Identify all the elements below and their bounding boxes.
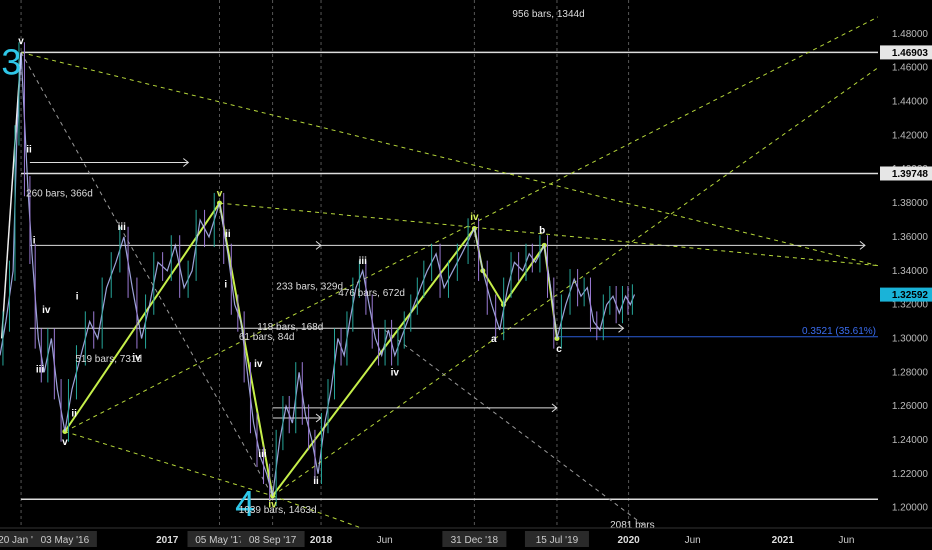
price-readout: 0.3521 (35.61%) — [802, 326, 876, 337]
wave-zigzag — [64, 200, 558, 499]
wave-label: iii — [36, 364, 45, 375]
wave-label: c — [556, 344, 562, 355]
wave-label: v — [18, 36, 24, 47]
y-tick-label: 1.38000 — [892, 198, 929, 209]
arrow-head — [551, 403, 558, 413]
price-marker-label: 1.46903 — [892, 48, 929, 59]
trend-line — [64, 16, 879, 432]
x-tick-label: 2018 — [310, 535, 333, 546]
arrow-head — [859, 240, 866, 250]
wave-degree-label: 4 — [235, 483, 255, 524]
wave-label: iii — [118, 222, 127, 233]
x-tick-label: Jun — [377, 535, 393, 546]
price-marker — [880, 166, 932, 181]
bars-annotation: 476 bars, 672d — [338, 288, 405, 299]
wave-label: i — [33, 236, 36, 247]
wave-label: iv — [42, 305, 51, 316]
wave-label: ii — [313, 476, 319, 487]
wave-label: iv — [470, 212, 479, 223]
x-tick-label: Jun — [838, 535, 854, 546]
x-tick-frame — [240, 531, 305, 547]
price-marker-label: 1.32592 — [892, 290, 929, 301]
price-marker — [880, 45, 932, 60]
x-tick-label: 2017 — [156, 535, 179, 546]
y-tick-label: 1.36000 — [892, 232, 929, 243]
wave-label: b — [539, 226, 545, 237]
price-series — [0, 42, 636, 506]
label-layer: viiiiviiiviiiiiiivviiiiviiiiviiiiviiivab… — [1, 9, 876, 531]
wave-degree-label: 3 — [1, 41, 21, 82]
bars-annotation: 956 bars, 1344d — [512, 9, 584, 20]
x-tick-label: 20 Jan '16 — [0, 535, 44, 546]
y-tick-label: 1.48000 — [892, 29, 929, 40]
wave-label: v — [217, 188, 223, 199]
price-line — [0, 52, 636, 496]
y-tick-label: 1.24000 — [892, 435, 929, 446]
projection-line — [384, 329, 648, 529]
bars-annotation: 61 bars, 84d — [239, 332, 295, 343]
wave-label: ii — [26, 144, 32, 155]
bars-annotation: 1039 bars, 1463d — [239, 505, 317, 516]
wave-label: iv — [391, 368, 400, 379]
x-tick-frame — [524, 531, 589, 547]
x-tick-label: 08 Sep '17 — [249, 535, 297, 546]
wave-label: v — [62, 437, 68, 448]
y-tick-label: 1.44000 — [892, 97, 929, 108]
bars-annotation: 233 bars, 329d — [276, 281, 343, 292]
y-tick-label: 1.22000 — [892, 469, 929, 480]
x-tick-frame — [32, 531, 97, 547]
x-tick-label: 03 May '16 — [41, 535, 90, 546]
price-marker-label: 1.39748 — [892, 169, 929, 180]
y-tick-label: 1.32000 — [892, 300, 929, 311]
wave-label: iv — [132, 352, 141, 363]
x-tick-label: 05 May '17 — [195, 535, 244, 546]
wave-label: i — [76, 292, 79, 303]
y-tick-label: 1.46000 — [892, 63, 929, 74]
y-tick-label: 1.28000 — [892, 367, 929, 378]
y-tick-label: 1.26000 — [892, 401, 929, 412]
wave-label: iii — [359, 256, 368, 267]
wave-label: ii — [225, 229, 231, 240]
x-tick-frame — [187, 531, 252, 547]
price-axis — [878, 0, 932, 550]
grid-layer — [20, 0, 878, 528]
impulse-line — [0, 52, 22, 339]
x-tick-frame — [442, 531, 507, 547]
bars-annotation: 2081 bars — [610, 520, 654, 531]
arrow-head — [618, 323, 625, 333]
wave-label: iii — [258, 449, 267, 460]
arrow-head — [183, 158, 190, 167]
price-marker — [880, 287, 932, 302]
y-tick-label: 1.34000 — [892, 266, 929, 277]
projection-line — [20, 52, 274, 497]
bars-annotation: 260 bars, 366d — [26, 188, 93, 199]
wave-label: ii — [71, 408, 77, 419]
wave-label: a — [491, 334, 497, 345]
x-tick-label: Jun — [685, 535, 701, 546]
x-tick-label: 2020 — [617, 535, 640, 546]
x-tick-label: 31 Dec '18 — [451, 535, 499, 546]
x-tick-label: 2021 — [772, 535, 795, 546]
bars-annotation: 118 bars, 168d — [257, 322, 323, 333]
wave-label: iv — [254, 359, 263, 370]
y-tick-label: 1.30000 — [892, 333, 929, 344]
bars-annotation: 519 bars, 731d — [75, 354, 142, 365]
x-tick-label: 15 Jul '19 — [536, 535, 579, 546]
trend-line — [219, 202, 879, 267]
trend-line — [20, 51, 879, 267]
wave-label: i — [224, 280, 227, 291]
wave-label: iv — [268, 500, 277, 511]
y-tick-label: 1.42000 — [892, 130, 929, 141]
y-tick-label: 1.20000 — [892, 503, 929, 514]
